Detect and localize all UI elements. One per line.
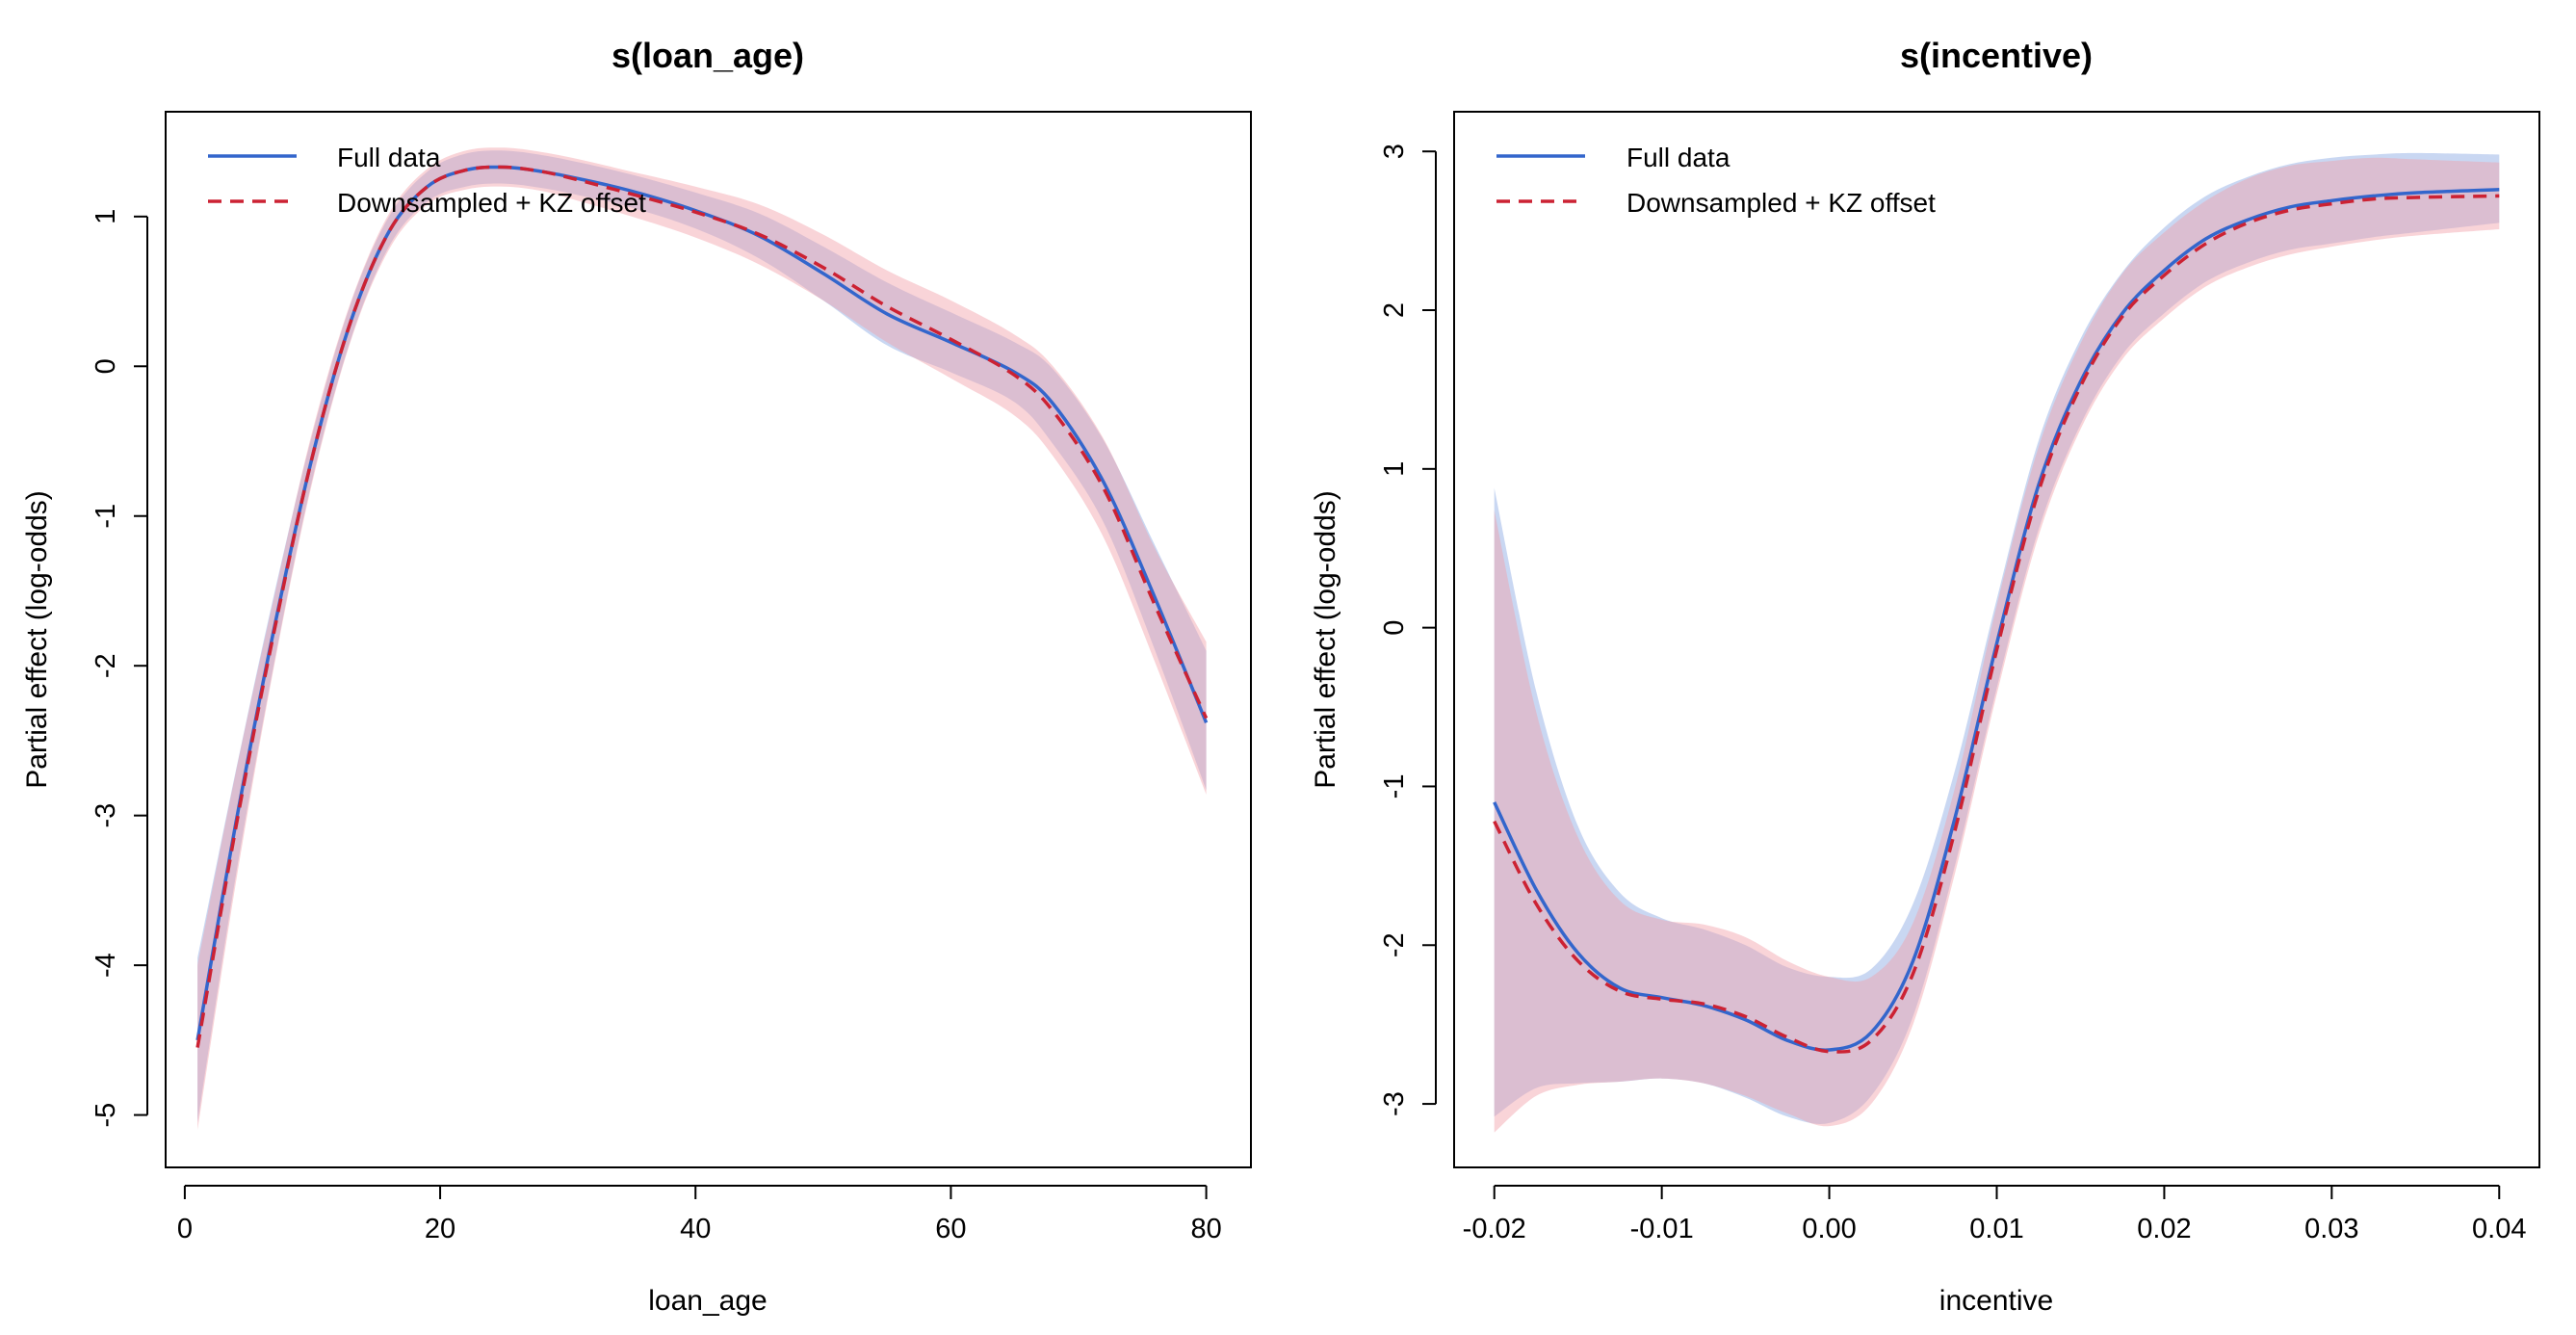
y-tick-label: -3 [1379,1091,1410,1116]
x-tick-label: 0.02 [2137,1214,2191,1244]
bands-loan-age [197,147,1207,1131]
y-axis-label-incentive: Partial effect (log-odds) [1310,490,1341,789]
panel-loan-age: s(loan_age) 0 20 40 60 80 -5 -4 -3 -2 -1 0 1 loan_… [21,36,1252,1317]
y-tick-label: -5 [91,1103,121,1128]
y-tick-label: -4 [91,953,121,978]
y-tick-label: -2 [91,653,121,678]
plot-frame-incentive [1453,111,2540,1168]
y-tick-label: -1 [1379,774,1410,799]
y-axis-incentive: -3 -2 -1 0 1 2 3 [1379,144,1437,1116]
lines-incentive [1493,188,2500,1054]
lines-loan-age [195,165,1209,1048]
legend-label-downsampled: Downsampled + KZ offset [337,188,646,218]
x-axis-label-loan-age: loan_age [648,1285,767,1317]
x-axis-label-incentive: incentive [1939,1285,2053,1317]
y-tick-label: 0 [1379,620,1410,636]
x-tick-label: 0.04 [2472,1214,2526,1244]
x-tick-label: 0.01 [1969,1214,2023,1244]
x-axis-incentive: -0.02 -0.01 0.00 0.01 0.02 0.03 0.04 [1463,1185,2526,1244]
panel-title-loan-age: s(loan_age) [611,36,804,75]
x-tick-label: 0 [177,1214,193,1244]
x-tick-label: -0.02 [1463,1214,1526,1244]
x-tick-label: 20 [425,1214,455,1244]
plot-area-incentive [1453,111,2540,1168]
x-tick-label: 60 [935,1214,966,1244]
legend-label-full-data: Full data [1626,143,1730,172]
series-line-full-data [195,165,1209,1041]
y-tick-label: 1 [1379,461,1410,477]
plot-area-loan-age [165,111,1252,1168]
x-tick-label: -0.01 [1630,1214,1694,1244]
x-axis-loan-age: 0 20 40 60 80 [177,1185,1222,1244]
legend-loan-age: Full data Downsampled + KZ offset [208,143,646,218]
x-tick-label: 0.00 [1802,1214,1856,1244]
y-tick-label: -3 [91,803,121,828]
legend-label-full-data: Full data [337,143,441,172]
x-tick-label: 40 [680,1214,711,1244]
y-tick-label: 0 [91,358,121,374]
y-tick-label: -2 [1379,932,1410,957]
y-tick-label: 2 [1379,302,1410,318]
plot-frame-loan-age [165,111,1252,1168]
legend-label-downsampled: Downsampled + KZ offset [1626,188,1936,218]
series-line-full-data [1493,188,2500,1052]
confidence-band-downsampled [197,147,1207,1131]
series-line-downsampled [1493,194,2500,1054]
y-tick-label: -1 [91,504,121,529]
x-tick-label: 0.03 [2304,1214,2358,1244]
y-axis-loan-age: -5 -4 -3 -2 -1 0 1 [91,209,148,1128]
panel-incentive: s(incentive) -0.02 -0.01 0.00 0.01 0.02 0.03 0… [1310,36,2540,1317]
series-line-downsampled [195,165,1209,1048]
y-axis-label-loan-age: Partial effect (log-odds) [21,490,53,789]
confidence-band-full-data [197,150,1207,1123]
panel-title-incentive: s(incentive) [1900,36,2093,75]
y-tick-label: 3 [1379,144,1410,159]
y-tick-label: 1 [91,209,121,224]
x-tick-label: 80 [1190,1214,1221,1244]
legend-incentive: Full data Downsampled + KZ offset [1496,143,1936,218]
